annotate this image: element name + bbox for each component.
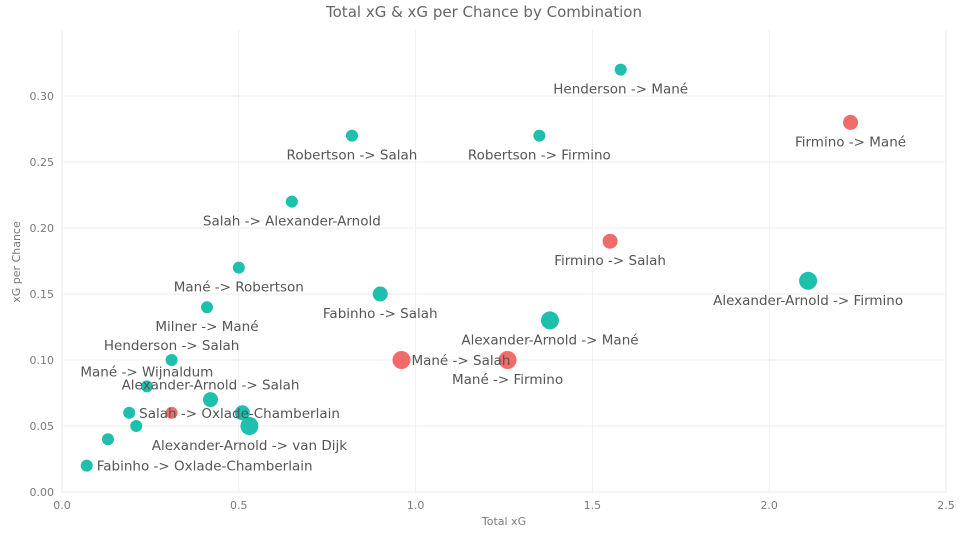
data-point[interactable] [799, 271, 818, 290]
point-label: Robertson -> Salah [287, 148, 418, 164]
point-label: Mané -> Robertson [174, 280, 304, 296]
point-label: Alexander-Arnold -> Firmino [713, 293, 903, 309]
data-point[interactable] [232, 261, 245, 274]
grid-layer [61, 30, 947, 493]
data-point[interactable] [372, 286, 388, 302]
point-label: Alexander-Arnold -> van Dijk [152, 438, 347, 454]
point-label: Milner -> Mané [155, 319, 258, 335]
x-tick-label: 1.0 [407, 499, 425, 512]
point-label: Alexander-Arnold -> Mané [461, 332, 638, 348]
y-tick-label: 0.20 [30, 222, 55, 235]
data-point[interactable] [345, 129, 358, 142]
data-point[interactable] [200, 301, 213, 314]
point-label: Fabinho -> Oxlade-Chamberlain [97, 459, 313, 475]
data-point[interactable] [843, 114, 859, 130]
data-point[interactable] [123, 406, 136, 419]
point-label: Alexander-Arnold -> Salah [122, 378, 300, 394]
y-tick-label: 0.05 [30, 420, 55, 433]
data-point[interactable] [540, 311, 559, 330]
y-tick-label: 0.15 [30, 288, 55, 301]
point-label: Mané -> Wijnaldum [80, 364, 213, 380]
x-tick-label: 1.5 [584, 499, 602, 512]
point-labels: Henderson -> Mané Firmino -> Mané Robertso… [80, 82, 906, 475]
data-point[interactable] [203, 392, 219, 408]
data-point[interactable] [533, 129, 546, 142]
point-label: Firmino -> Salah [554, 253, 666, 269]
data-point[interactable] [101, 433, 114, 446]
x-tick-label: 2.0 [760, 499, 778, 512]
point-label: Firmino -> Mané [795, 134, 906, 150]
data-point[interactable] [240, 417, 259, 435]
point-label: Salah -> Alexander-Arnold [203, 214, 381, 230]
data-points [80, 63, 859, 472]
point-label: Henderson -> Salah [104, 338, 239, 354]
x-axis-label: Total xG [481, 515, 526, 528]
data-point[interactable] [614, 63, 627, 76]
point-label: Salah -> Oxlade-Chamberlain [139, 406, 340, 422]
x-tick-label: 0.0 [53, 499, 71, 512]
data-point[interactable] [498, 351, 517, 369]
point-label: Fabinho -> Salah [323, 306, 438, 322]
point-label: Mané -> Firmino [452, 372, 563, 388]
y-tick-label: 0.30 [30, 90, 55, 103]
data-point[interactable] [392, 351, 411, 369]
data-point[interactable] [80, 459, 93, 472]
y-axis-label: xG per Chance [10, 221, 23, 303]
y-tick-label: 0.10 [30, 354, 55, 367]
chart-title: Total xG & xG per Chance by Combination [325, 3, 642, 21]
data-point[interactable] [130, 420, 143, 432]
data-point[interactable] [165, 406, 178, 419]
data-point[interactable] [165, 354, 178, 366]
tick-labels: 0.0 0.5 1.0 1.5 2.0 2.5 0.00 0.05 0.10 0.15 0.20 0.… [30, 90, 955, 512]
data-point[interactable] [285, 195, 298, 208]
y-tick-label: 0.25 [30, 156, 55, 169]
point-label: Robertson -> Firmino [468, 148, 611, 164]
x-tick-label: 0.5 [230, 499, 248, 512]
point-label: Mané -> Salah [411, 353, 510, 369]
data-point[interactable] [602, 233, 618, 249]
y-tick-label: 0.00 [30, 486, 55, 499]
x-tick-label: 2.5 [937, 499, 955, 512]
data-point[interactable] [140, 380, 153, 393]
data-point[interactable] [234, 405, 250, 421]
point-label: Henderson -> Mané [553, 82, 688, 98]
